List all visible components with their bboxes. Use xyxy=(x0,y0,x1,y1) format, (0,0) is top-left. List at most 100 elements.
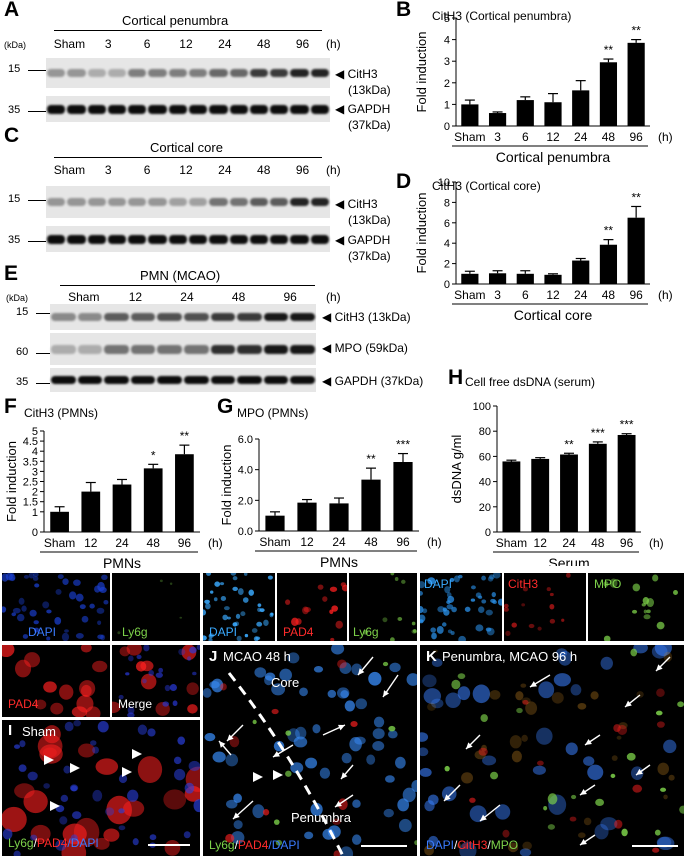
cell-spot xyxy=(420,605,424,614)
cell-spot xyxy=(263,619,269,626)
annotation-arrowhead-marker xyxy=(273,770,283,780)
cell-spot xyxy=(621,828,628,837)
chart-F-bar xyxy=(50,511,69,532)
blot-c-lane-5: 48 xyxy=(257,163,271,177)
blot-band xyxy=(290,313,315,321)
tile-k-main: K Penumbra, MCAO 96 h DAPI/CitH3/MPO xyxy=(420,645,684,856)
cell-spot xyxy=(59,816,68,825)
cell-spot xyxy=(119,646,131,657)
cell-spot xyxy=(383,808,394,818)
blot-c-marker-35: 35 xyxy=(8,234,21,246)
cell-spot xyxy=(92,746,99,754)
blot-a-lane-1: 3 xyxy=(104,37,112,51)
cell-spot xyxy=(140,660,154,672)
cell-spot xyxy=(618,722,628,730)
cell-spot xyxy=(420,732,429,742)
cell-spot xyxy=(304,831,314,840)
chart-D-bar xyxy=(544,274,562,284)
cell-spot xyxy=(24,652,41,668)
blot-band xyxy=(209,104,228,114)
tile-i-ly6g: Ly6g xyxy=(112,573,200,641)
blot-band xyxy=(310,104,329,114)
cell-spot xyxy=(673,589,678,595)
cell-spot xyxy=(677,701,684,708)
cell-spot xyxy=(611,755,618,761)
cell-spot xyxy=(332,818,341,825)
cell-spot xyxy=(64,721,74,732)
chart-D-ytick-label: 6 xyxy=(444,218,450,230)
blot-band xyxy=(130,376,156,384)
cell-spot xyxy=(590,691,599,700)
cell-spot xyxy=(42,601,50,609)
chart-B-bar xyxy=(461,104,479,126)
cell-spot xyxy=(46,636,51,641)
cell-spot xyxy=(240,611,246,617)
annotation-arrowhead xyxy=(530,681,537,687)
cell-spot xyxy=(285,730,292,736)
chart-F-ytick-label: 2 xyxy=(32,487,38,499)
panel-letter-j: J xyxy=(209,648,218,665)
cell-spot xyxy=(420,581,426,589)
cell-spot xyxy=(420,747,429,757)
blot-a-cith3-label: ◀ CitH3 xyxy=(335,67,378,81)
cell-spot xyxy=(209,680,220,689)
blot-band xyxy=(270,234,289,244)
blot-c-lane-3: 12 xyxy=(179,163,193,177)
cell-spot xyxy=(22,634,29,639)
scale-bar-k xyxy=(632,845,678,847)
cell-spot xyxy=(341,752,352,764)
chart-H-bar xyxy=(531,458,550,532)
blot-band xyxy=(210,344,236,354)
blot-band xyxy=(229,104,248,114)
cell-spot xyxy=(446,604,454,610)
cell-spot xyxy=(75,633,84,639)
cell-spot xyxy=(679,805,684,814)
blot-band xyxy=(148,234,167,244)
cell-spot xyxy=(208,637,213,641)
blot-band xyxy=(189,104,208,114)
cell-spot xyxy=(68,591,77,600)
cell-spot xyxy=(137,756,163,784)
cell-spot xyxy=(220,595,227,602)
blot-band xyxy=(87,198,106,206)
annotation-arrowhead xyxy=(233,812,240,819)
chart-F-ytick-label: 4 xyxy=(32,446,38,458)
blot-a-cith3-strip xyxy=(46,58,330,88)
chart-F-ytick-label: 2.5 xyxy=(23,477,38,489)
blot-band xyxy=(189,234,208,244)
chart-B-xtick-label: 3 xyxy=(494,130,501,144)
tile-i-sham-tag: Sham xyxy=(22,724,56,739)
chart-G-ytick-label: 2.0 xyxy=(238,495,253,507)
chart-G-bar xyxy=(297,502,317,531)
blot-c-marker-15: 15 xyxy=(8,193,21,205)
cell-spot xyxy=(372,728,385,740)
annotation-arrowhead xyxy=(656,664,663,671)
cell-spot xyxy=(528,623,535,629)
cell-spot xyxy=(406,673,417,686)
cell-spot xyxy=(643,614,651,620)
cell-spot xyxy=(656,836,672,848)
cell-spot xyxy=(338,798,348,810)
blot-band xyxy=(148,198,167,206)
chart-D-xtick-label: 6 xyxy=(522,288,529,302)
cell-spot xyxy=(547,824,556,830)
cell-spot xyxy=(431,698,444,709)
blot-band xyxy=(47,234,66,244)
cell-spot xyxy=(70,785,78,792)
cell-spot xyxy=(233,820,243,830)
cell-spot xyxy=(210,590,214,594)
cell-spot xyxy=(642,596,650,605)
annotation-arrowhead-marker xyxy=(122,767,132,777)
cell-spot xyxy=(128,655,134,662)
cell-spot xyxy=(427,577,436,585)
cell-spot xyxy=(61,839,87,856)
blot-band xyxy=(263,344,289,354)
cell-spot xyxy=(330,637,335,641)
chart-B-ytick-label: 3 xyxy=(444,56,450,68)
tile-j-core-label: Core xyxy=(271,675,300,690)
annotation-arrowhead xyxy=(219,741,226,748)
annotation-arrowhead xyxy=(580,838,587,845)
cell-spot xyxy=(464,606,471,612)
chart-F-ytick-label: 3.5 xyxy=(23,456,38,468)
chart-D-bar xyxy=(599,244,618,284)
